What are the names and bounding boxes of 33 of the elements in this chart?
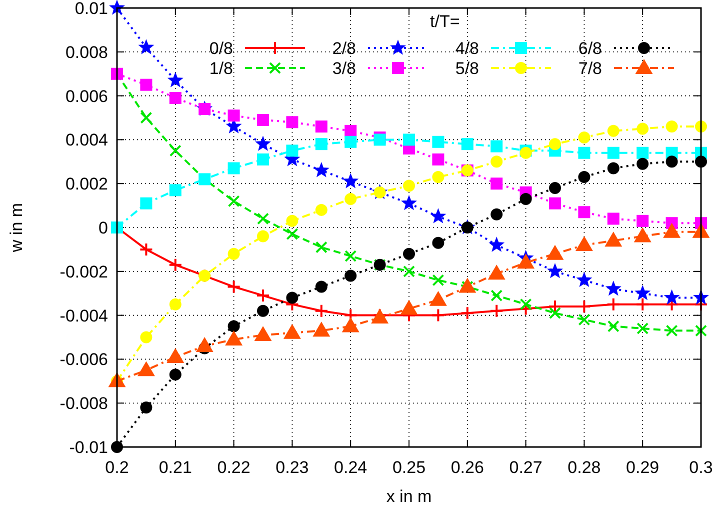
y-tick-label: -0.002 — [60, 262, 108, 282]
legend-label: 3/8 — [332, 59, 356, 78]
x-tick-label: 0.3 — [689, 458, 713, 477]
x-tick-label: 0.2 — [105, 458, 129, 477]
legend-label: 7/8 — [578, 59, 602, 78]
y-tick-label: -0.008 — [60, 394, 108, 414]
y-tick-label: -0.006 — [60, 350, 108, 370]
x-tick-label: 0.29 — [626, 458, 660, 477]
legend-label: 2/8 — [332, 39, 356, 58]
y-axis-title: w in m — [7, 202, 26, 254]
x-tick-label: 0.21 — [158, 458, 192, 477]
x-tick-label: 0.25 — [392, 458, 426, 477]
y-tick-label: 0.002 — [65, 174, 108, 194]
y-tick-label: 0.008 — [65, 42, 108, 62]
legend-label: 0/8 — [209, 39, 233, 58]
y-tick-label: -0.004 — [60, 306, 108, 326]
x-tick-label: 0.27 — [509, 458, 542, 477]
legend-label: 1/8 — [209, 59, 233, 78]
y-tick-label: 0 — [98, 218, 108, 238]
x-tick-label: 0.28 — [568, 458, 601, 477]
x-tick-label: 0.26 — [450, 458, 484, 477]
legend-title: t/T= — [430, 12, 460, 31]
y-tick-label: 0.006 — [65, 86, 108, 106]
y-tick-label: -0.01 — [69, 438, 108, 457]
legend-label: 6/8 — [578, 39, 602, 58]
x-tick-label: 0.22 — [217, 458, 250, 477]
legend-label: 5/8 — [455, 59, 479, 78]
x-tick-label: 0.24 — [334, 458, 368, 477]
y-tick-label: 0.004 — [65, 130, 108, 150]
x-axis-title: x in m — [386, 487, 432, 506]
x-tick-label: 0.23 — [276, 458, 309, 477]
legend-label: 4/8 — [455, 39, 479, 58]
y-tick-label: 0.01 — [74, 0, 108, 18]
